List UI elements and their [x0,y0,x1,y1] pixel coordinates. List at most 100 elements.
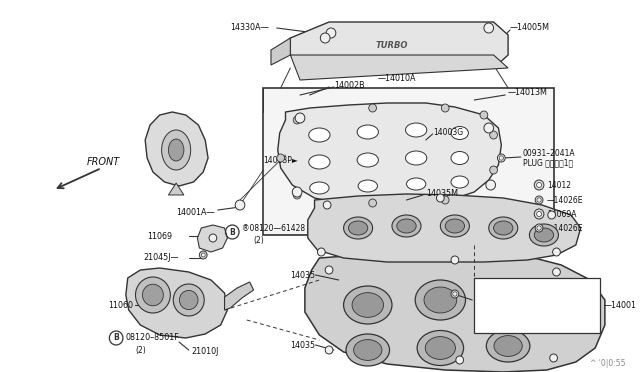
Circle shape [548,211,556,219]
Ellipse shape [357,125,378,139]
Ellipse shape [346,334,390,366]
Text: PLUG ブラグ（1）: PLUG ブラグ（1） [523,158,573,167]
Polygon shape [145,112,208,186]
Ellipse shape [494,336,522,356]
Polygon shape [291,55,508,80]
Polygon shape [271,38,291,65]
Text: B: B [113,334,119,343]
Circle shape [534,209,544,219]
Ellipse shape [489,217,518,239]
Circle shape [276,154,285,162]
Polygon shape [197,225,227,252]
Ellipse shape [308,128,330,142]
Text: 00931–2041A: 00931–2041A [523,148,575,157]
Text: 14035: 14035 [291,340,316,350]
Ellipse shape [534,228,554,242]
Ellipse shape [406,178,426,190]
Text: 14002B: 14002B [334,80,365,90]
Ellipse shape [424,287,457,313]
Ellipse shape [348,221,368,235]
Text: 14012: 14012 [547,180,571,189]
Ellipse shape [168,139,184,161]
Circle shape [293,191,301,199]
Text: 14003G: 14003G [433,128,464,137]
Text: (2): (2) [136,346,147,355]
Circle shape [497,154,505,162]
Text: 11069: 11069 [147,231,172,241]
Circle shape [552,268,561,276]
Circle shape [202,253,205,257]
Circle shape [173,284,204,316]
Circle shape [552,248,561,256]
Text: 14069A: 14069A [547,209,576,218]
Text: —14026E: —14026E [547,196,583,205]
Text: ^ '0|0:55: ^ '0|0:55 [590,359,626,368]
Text: B: B [229,228,235,237]
Circle shape [537,183,541,187]
Circle shape [325,266,333,274]
Circle shape [535,196,543,204]
Circle shape [143,284,163,306]
Ellipse shape [486,330,530,362]
Circle shape [442,196,449,204]
Text: —14001: —14001 [604,301,637,310]
Ellipse shape [529,224,559,246]
Ellipse shape [344,217,372,239]
Circle shape [480,111,488,119]
Polygon shape [291,22,508,68]
Circle shape [235,200,245,210]
Text: TURBO: TURBO [376,41,408,49]
Ellipse shape [310,182,329,194]
Ellipse shape [406,151,427,165]
Circle shape [486,180,495,190]
Circle shape [136,277,170,313]
Ellipse shape [493,221,513,235]
Circle shape [326,28,336,38]
Ellipse shape [451,151,468,164]
Polygon shape [225,282,253,310]
Circle shape [321,33,330,43]
Ellipse shape [440,215,469,237]
Text: 21010J: 21010J [191,347,219,356]
Polygon shape [168,183,184,195]
Ellipse shape [308,155,330,169]
Text: FRONT: FRONT [87,157,120,167]
Ellipse shape [344,286,392,324]
Circle shape [537,212,541,217]
Ellipse shape [417,330,463,366]
Ellipse shape [451,176,468,188]
Polygon shape [126,268,227,338]
Ellipse shape [415,280,465,320]
Circle shape [490,131,497,139]
Circle shape [484,123,493,133]
Circle shape [369,199,376,207]
Text: 08931–3041A: 08931–3041A [478,288,531,296]
Circle shape [534,180,544,190]
Polygon shape [308,194,580,262]
Circle shape [179,291,198,310]
Circle shape [484,23,493,33]
Circle shape [369,104,376,112]
Text: (2): (2) [253,235,264,244]
Polygon shape [263,88,554,235]
Text: —14005M: —14005M [510,22,550,32]
Circle shape [451,256,459,264]
Polygon shape [278,103,501,207]
Ellipse shape [451,126,468,140]
Circle shape [295,113,305,123]
Circle shape [292,187,302,197]
Circle shape [293,116,301,124]
Ellipse shape [397,219,416,233]
Circle shape [535,224,543,232]
Ellipse shape [406,123,427,137]
Circle shape [490,166,497,174]
Ellipse shape [495,288,527,312]
Text: —14026E: —14026E [547,224,583,232]
Text: ®08120—61428: ®08120—61428 [242,224,305,232]
Ellipse shape [487,281,535,319]
Ellipse shape [352,293,383,317]
Text: —14013M: —14013M [507,87,547,96]
Text: PLUG ブラグ（5）: PLUG ブラグ（5） [478,301,529,310]
Text: 14330A―: 14330A― [230,22,269,32]
Text: 11060: 11060 [108,301,133,310]
